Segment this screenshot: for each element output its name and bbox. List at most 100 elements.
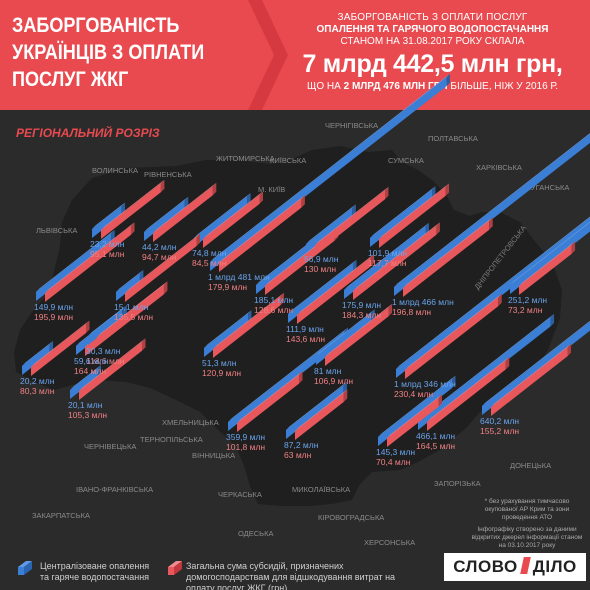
subsidy-label: 164,5 млн bbox=[416, 441, 455, 451]
region-name: ПОЛТАВСЬКА bbox=[428, 134, 478, 143]
subsidy-label: 63 млн bbox=[284, 450, 312, 460]
bar-10-subsidy bbox=[219, 195, 305, 272]
page-title: ЗАБОРГОВАНІСТЬ УКРАЇНЦІВ З ОПЛАТИ ПОСЛУГ… bbox=[12, 14, 205, 91]
subsidy-label: 230,4 млн bbox=[394, 389, 433, 399]
region-name: КИЇВСЬКА bbox=[270, 156, 306, 165]
debt-label: 15,1 млн bbox=[114, 302, 149, 312]
bar-8-subsidy bbox=[79, 338, 146, 400]
bar-2-subsidy bbox=[203, 191, 263, 248]
debt-label: 1 млрд 481 млн bbox=[208, 272, 270, 282]
region-name: ХМЕЛЬНИЦЬКА bbox=[162, 418, 219, 427]
debt-label: 145,3 млн bbox=[376, 447, 415, 457]
bar-23-debt bbox=[418, 313, 555, 430]
bar-18-subsidy bbox=[325, 303, 392, 366]
bar-5-subsidy bbox=[125, 233, 200, 302]
subsidy-label: 135,5 млн bbox=[114, 312, 153, 322]
debt-label: 23,2 млн bbox=[90, 239, 125, 249]
subsidy-label: 73,2 млн bbox=[508, 305, 543, 315]
bar-16-debt bbox=[394, 133, 590, 296]
region-name: ЧЕРНІВЕЦЬКА bbox=[84, 442, 136, 451]
subsidy-label: 117,7 млн bbox=[368, 258, 407, 268]
bar-15-subsidy bbox=[353, 222, 440, 300]
bar-0-subsidy bbox=[101, 179, 165, 239]
subsidy-label: 164 млн bbox=[74, 366, 106, 376]
debt-label: 81 млн bbox=[314, 366, 342, 376]
region-name: ЗАПОРІЗЬКА bbox=[434, 479, 481, 488]
debt-label: 359,9 млн bbox=[226, 432, 265, 442]
bar-12-subsidy bbox=[315, 186, 389, 254]
subsidy-label: 95,1 млн bbox=[90, 249, 125, 259]
diff-suffix: БІЛЬШЕ, НІЖ У 2016 Р. bbox=[450, 81, 558, 92]
bar-14-debt bbox=[288, 259, 357, 323]
bar-22-subsidy bbox=[387, 394, 442, 447]
logo-separator bbox=[519, 557, 531, 574]
debt-label: 20,1 млн bbox=[68, 400, 103, 410]
bar-16-subsidy bbox=[403, 217, 493, 297]
bar-20-subsidy bbox=[237, 371, 303, 432]
debt-label: 175,9 млн bbox=[342, 300, 381, 310]
subsidy-label: 80,3 млн bbox=[20, 386, 55, 396]
bar-24-debt bbox=[482, 320, 590, 415]
subsidy-label: 143,6 млн bbox=[286, 334, 325, 344]
legend-red-swatch bbox=[168, 561, 182, 575]
region-name: ЧЕРНІГІВСЬКА bbox=[325, 121, 378, 130]
subsidy-label: 179,9 млн bbox=[208, 282, 247, 292]
debt-label: 101,9 млн bbox=[368, 248, 407, 258]
chevron-decoration bbox=[248, 0, 288, 110]
debt-label: 20,2 млн bbox=[20, 376, 55, 386]
debt-label: 251,2 млн bbox=[508, 295, 547, 305]
bar-19-debt bbox=[396, 216, 590, 378]
subsidy-label: 196,8 млн bbox=[392, 307, 431, 317]
bar-1-debt bbox=[144, 196, 189, 241]
bar-17-debt bbox=[510, 221, 590, 294]
bar-3-subsidy bbox=[45, 222, 135, 302]
header-banner: ЗАБОРГОВАНІСТЬ УКРАЇНЦІВ З ОПЛАТИ ПОСЛУГ… bbox=[0, 0, 590, 110]
summary-line-2: ОПАЛЕННЯ ТА ГАРЯЧОГО ВОДОПОСТАЧАННЯ bbox=[316, 24, 549, 35]
region-name: ТЕРНОПІЛЬСЬКА bbox=[140, 435, 203, 444]
debt-label: 185,1 млн bbox=[254, 295, 293, 305]
subsidy-label: 84,5 млн bbox=[192, 258, 227, 268]
legend-blue-text: Централізоване опалення та гаряче водопо… bbox=[40, 561, 150, 582]
debt-label: 30,3 млн bbox=[86, 346, 121, 356]
debt-label: 1 млрд 466 млн bbox=[392, 297, 454, 307]
debt-label: 466,1 млн bbox=[416, 431, 455, 441]
subsidy-label: 118,6 млн bbox=[86, 356, 125, 366]
summary-line-3: СТАНОМ НА 31.08.2017 РОКУ СКЛАЛА bbox=[340, 36, 525, 47]
debt-label: 87,2 млн bbox=[284, 440, 319, 450]
bar-marks bbox=[22, 73, 590, 447]
bar-13-subsidy bbox=[379, 183, 450, 248]
footnote-1: * без урахування тимчасово окупованої АР… bbox=[484, 498, 570, 521]
bar-4-debt bbox=[88, 306, 126, 345]
summary-line-1: ЗАБОРГОВАНІСТЬ З ОПЛАТИ ПОСЛУГ bbox=[337, 12, 528, 23]
bar-7-subsidy bbox=[31, 320, 90, 376]
diff-prefix: ЩО НА bbox=[307, 81, 341, 92]
bar-17-subsidy bbox=[519, 241, 576, 295]
logo: СЛОВО ДІЛО bbox=[444, 553, 586, 581]
region-name: М. КИЇВ bbox=[258, 185, 285, 194]
region-name: РІВНЕНСЬКА bbox=[144, 170, 192, 179]
region-name: ВІННИЦЬКА bbox=[192, 451, 235, 460]
bar-9-debt bbox=[204, 310, 252, 357]
subsidy-label: 195,9 млн bbox=[34, 312, 73, 322]
debt-label: 1 млрд 346 млн bbox=[394, 379, 456, 389]
bar-9-subsidy bbox=[213, 292, 284, 358]
region-name: ДОНЕЦЬКА bbox=[510, 461, 551, 470]
subsidy-label: 106,9 млн bbox=[314, 376, 353, 386]
bar-22-debt bbox=[378, 375, 456, 446]
region-name: ЛУГАНСЬКА bbox=[526, 183, 569, 192]
footnotes: * без урахування тимчасово окупованої АР… bbox=[468, 498, 586, 550]
logo-left: СЛОВО bbox=[453, 557, 518, 576]
logo-right: ДІЛО bbox=[532, 557, 577, 576]
subsidy-label: 128,6 млн bbox=[254, 305, 293, 315]
legend-red-text: Загальна сума субсидій, призначених домо… bbox=[186, 561, 396, 590]
bar-1-subsidy bbox=[153, 182, 217, 242]
subsidy-label: 94,7 млн bbox=[142, 252, 177, 262]
summary-total: 7 млрд 442,5 млн грн, bbox=[302, 50, 563, 78]
subsidy-label: 184,3 млн bbox=[342, 310, 381, 320]
bar-0-debt bbox=[92, 202, 126, 238]
region-name: ІВАНО-ФРАНКІВСЬКА bbox=[76, 485, 153, 494]
subsidy-label: 155,2 млн bbox=[480, 426, 519, 436]
diff-value: 2 МЛРД 476 МЛН ГРН bbox=[343, 81, 448, 92]
